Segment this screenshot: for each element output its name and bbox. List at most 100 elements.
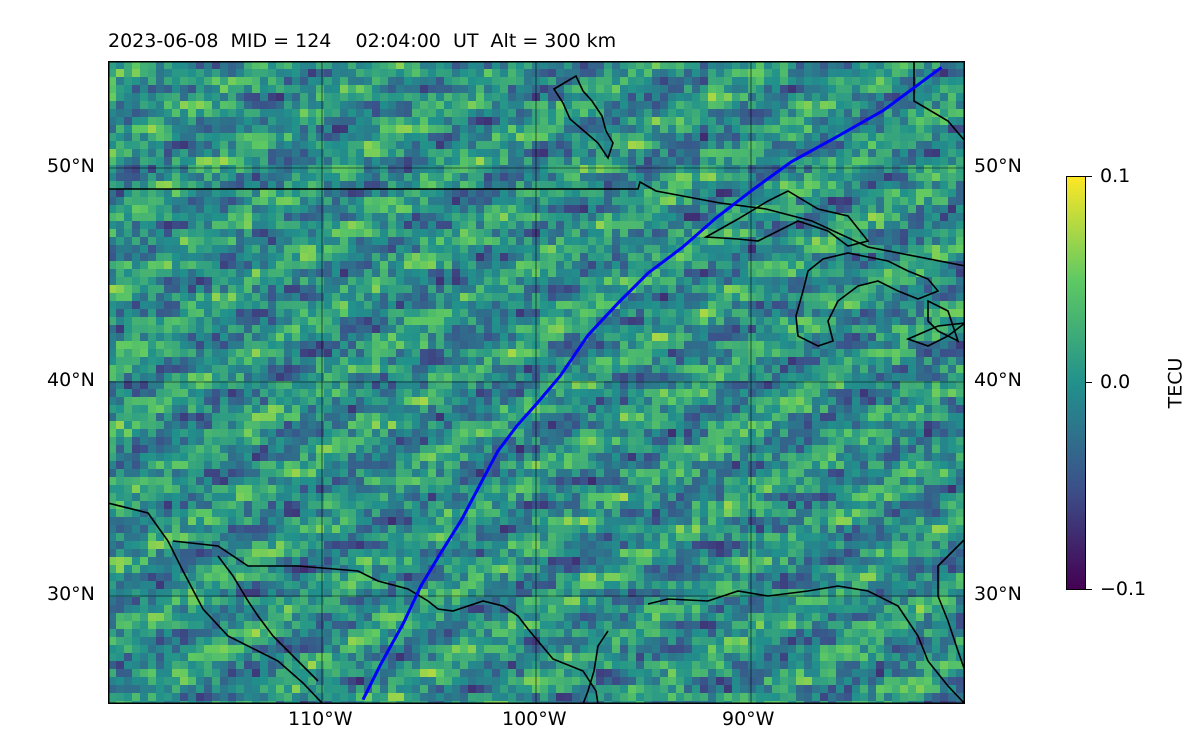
tec-cell (764, 117, 772, 125)
tec-cell (860, 197, 868, 205)
tec-cell (588, 285, 596, 293)
tec-cell (932, 381, 940, 389)
tec-cell (516, 69, 524, 77)
tec-cell (948, 301, 956, 309)
tec-cell (300, 317, 308, 325)
tec-cell (364, 365, 372, 373)
tec-cell (852, 149, 860, 157)
tec-cell (708, 213, 716, 221)
tec-cell (188, 237, 196, 245)
tec-cell (636, 325, 644, 333)
tec-cell (852, 197, 860, 205)
tec-cell (164, 181, 172, 189)
tec-cell (580, 133, 588, 141)
tec-cell (548, 253, 556, 261)
tec-cell (732, 293, 740, 301)
tec-cell (372, 293, 380, 301)
tec-cell (756, 117, 764, 125)
tec-cell (148, 301, 156, 309)
tec-cell (708, 141, 716, 149)
tec-cell (804, 205, 812, 213)
tec-cell (244, 141, 252, 149)
tec-cell (260, 221, 268, 229)
tec-cell (836, 365, 844, 373)
tec-cell (180, 277, 188, 285)
tec-cell (316, 189, 324, 197)
tec-cell (284, 157, 292, 165)
tec-cell (116, 213, 124, 221)
tec-cell (540, 165, 548, 173)
tec-cell (724, 213, 732, 221)
tec-cell (188, 69, 196, 77)
tec-cell (300, 333, 308, 341)
tec-cell (660, 85, 668, 93)
tec-cell (324, 93, 332, 101)
tec-cell (388, 149, 396, 157)
tec-cell (388, 349, 396, 357)
tec-cell (476, 133, 484, 141)
tec-cell (364, 277, 372, 285)
tec-cell (316, 181, 324, 189)
tec-cell (588, 229, 596, 237)
tec-cell (268, 133, 276, 141)
tec-cell (260, 317, 268, 325)
tec-cell (636, 205, 644, 213)
tec-cell (436, 293, 444, 301)
tec-cell (124, 397, 132, 405)
tec-cell (740, 277, 748, 285)
tec-cell (684, 293, 692, 301)
tec-cell (460, 149, 468, 157)
tec-cell (444, 325, 452, 333)
tec-cell (452, 173, 460, 181)
tec-cell (948, 269, 956, 277)
tec-cell (420, 125, 428, 133)
tec-cell (668, 405, 676, 413)
tec-cell (252, 421, 260, 429)
tec-cell (844, 109, 852, 117)
tec-cell (940, 117, 948, 125)
tec-cell (748, 397, 756, 405)
tec-cell (956, 405, 964, 413)
tec-cell (476, 149, 484, 157)
tec-cell (228, 421, 236, 429)
tec-cell (356, 125, 364, 133)
tec-cell (460, 109, 468, 117)
tec-cell (468, 173, 476, 181)
tec-cell (172, 429, 180, 437)
tec-cell (588, 261, 596, 269)
tec-cell (404, 69, 412, 77)
tec-cell (668, 229, 676, 237)
tec-cell (924, 205, 932, 213)
tec-cell (268, 261, 276, 269)
tec-cell (268, 237, 276, 245)
tec-cell (868, 405, 876, 413)
tec-cell (172, 133, 180, 141)
tec-cell (580, 125, 588, 133)
tec-cell (868, 117, 876, 125)
tec-cell (956, 157, 964, 165)
tec-cell (276, 205, 284, 213)
tec-cell (348, 221, 356, 229)
tec-cell (828, 413, 836, 421)
tec-cell (372, 69, 380, 77)
tec-cell (612, 277, 620, 285)
tec-cell (764, 157, 772, 165)
tec-cell (660, 221, 668, 229)
tec-cell (148, 93, 156, 101)
tec-cell (348, 317, 356, 325)
tec-cell (420, 69, 428, 77)
tec-cell (548, 133, 556, 141)
tec-cell (156, 245, 164, 253)
tec-cell (340, 269, 348, 277)
tec-cell (604, 77, 612, 85)
tec-cell (740, 373, 748, 381)
tec-cell (468, 69, 476, 77)
tec-cell (900, 325, 908, 333)
tec-cell (588, 85, 596, 93)
tec-cell (660, 421, 668, 429)
tec-cell (940, 421, 948, 429)
tec-cell (404, 253, 412, 261)
tec-cell (572, 189, 580, 197)
tec-cell (572, 181, 580, 189)
tec-cell (116, 61, 124, 69)
